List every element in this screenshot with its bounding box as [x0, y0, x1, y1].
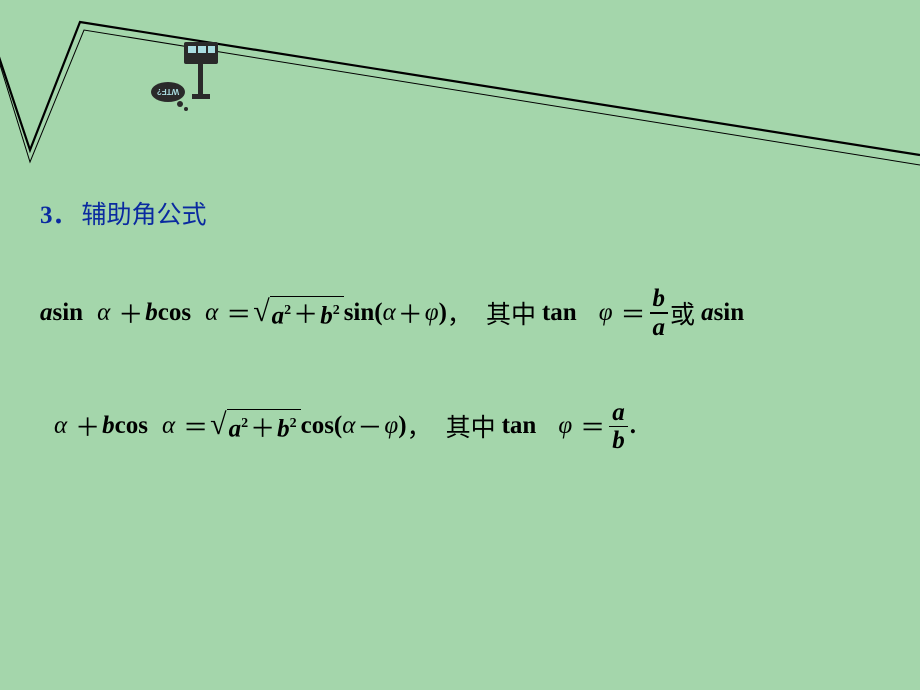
- lpar: (: [374, 299, 382, 327]
- equation-line-1: a sin α ＋ b cos α ＝ √ a2＋b2 sin ( α ＋ φ …: [40, 286, 880, 340]
- sqrt-expr: √ a2＋b2: [253, 296, 343, 330]
- text-or: 或: [670, 295, 695, 331]
- frac-num: b: [650, 286, 669, 312]
- frac-den: a: [650, 314, 669, 340]
- sqrt-expr: √ a2＋b2: [210, 409, 300, 443]
- op-eq: ＝: [181, 408, 210, 444]
- var-phi: φ: [558, 412, 572, 440]
- section-title: 辅助角公式: [82, 202, 207, 229]
- fn-sin: sin: [714, 299, 745, 327]
- comma: ，: [407, 408, 432, 444]
- fn-tan: tan: [542, 299, 577, 327]
- var-alpha: α: [162, 412, 175, 440]
- section-number: 3．: [40, 202, 78, 229]
- op-eq: ＝: [578, 408, 607, 444]
- lpar: (: [334, 412, 342, 440]
- var-alpha: α: [383, 299, 396, 327]
- frac-num: a: [609, 400, 628, 426]
- header-zigzag-lines: [0, 0, 920, 180]
- var-alpha: α: [54, 412, 67, 440]
- var-a: a: [40, 299, 53, 327]
- fn-cos: cos: [115, 412, 148, 440]
- var-a: a: [701, 299, 714, 327]
- var-alpha: α: [205, 299, 218, 327]
- frac-den: b: [609, 427, 628, 453]
- var-alpha: α: [342, 412, 355, 440]
- fn-sin: sin: [53, 299, 84, 327]
- rpar: ): [439, 299, 447, 327]
- speech-bubble-icon: WTF?: [150, 80, 194, 114]
- op-plus: ＋: [73, 408, 102, 444]
- svg-text:WTF?: WTF?: [157, 87, 179, 96]
- var-phi: φ: [599, 299, 613, 327]
- op-minus: －: [355, 408, 384, 444]
- period: .: [630, 412, 636, 440]
- var-phi: φ: [425, 299, 439, 327]
- comma: ，: [447, 295, 472, 331]
- fraction-a-over-b: a b: [609, 400, 628, 454]
- text-where: 其中: [486, 295, 536, 331]
- var-b: b: [102, 412, 115, 440]
- op-eq: ＝: [619, 295, 648, 331]
- text-where: 其中: [446, 408, 496, 444]
- var-alpha: α: [97, 299, 110, 327]
- fn-sin: sin: [344, 299, 375, 327]
- section-heading: 3．辅助角公式: [40, 195, 880, 231]
- op-plus: ＋: [396, 295, 425, 331]
- fn-cos: cos: [158, 299, 191, 327]
- fraction-b-over-a: b a: [650, 286, 669, 340]
- rpar: ): [398, 412, 406, 440]
- fn-cos: cos: [301, 412, 334, 440]
- equation-line-2: α ＋ b cos α ＝ √ a2＋b2 cos ( α － φ ) ， 其中…: [40, 400, 880, 454]
- fn-tan: tan: [502, 412, 537, 440]
- var-b: b: [145, 299, 158, 327]
- slide-content: 3．辅助角公式 a sin α ＋ b cos α ＝ √ a2＋b2 sin …: [40, 195, 880, 453]
- op-eq: ＝: [224, 295, 253, 331]
- op-plus: ＋: [116, 295, 145, 331]
- var-phi: φ: [384, 412, 398, 440]
